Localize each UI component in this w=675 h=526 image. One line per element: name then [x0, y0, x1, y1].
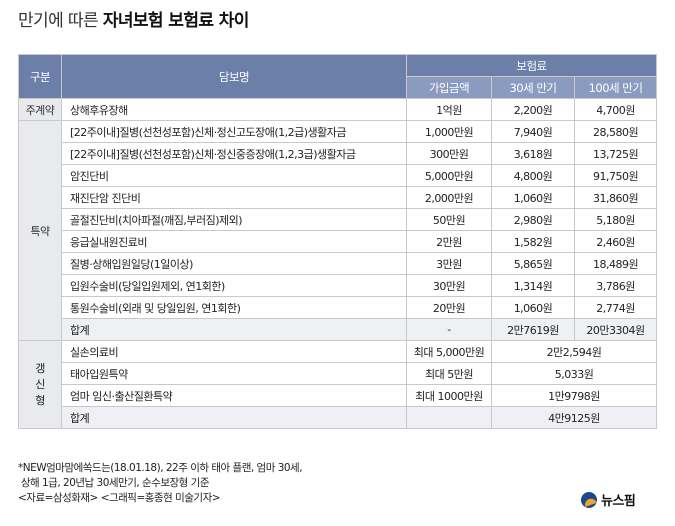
insured-amount: 300만원: [406, 142, 492, 165]
table-row: 입원수술비(당일입원제외, 연1회한) 30만원 1,314원 3,786원: [19, 274, 658, 297]
premium-30: 7,940원: [491, 120, 575, 143]
insured-amount: 50만원: [406, 208, 492, 231]
coverage-name: 상해후유장해: [61, 98, 407, 121]
coverage-name: [22주이내]질병(선천성포함)신체·정신고도장애(1,2급)생활자금: [61, 120, 407, 143]
table-row: 통원수술비(외래 및 당일입원, 연1회한) 20만원 1,060원 2,774…: [19, 296, 658, 319]
insured-amount: 2만원: [406, 230, 492, 253]
premium-100: 13,725원: [573, 142, 658, 165]
premium-table: 구분 담보명 보험료 가입금액 30세 만기 100세 만기 주계약 상해후유장…: [18, 54, 658, 429]
table-row: 응급실내원진료비 2만원 1,582원 2,460원: [19, 230, 658, 253]
special-total-row: 합계 - 2만7619원 20만3304원: [19, 318, 658, 341]
premium-30: 1,582원: [491, 230, 575, 253]
brand-logo: 뉴스핌: [581, 490, 636, 509]
insured-amount: 최대 5만원: [406, 362, 492, 385]
coverage-name: 태아입원특약: [61, 362, 407, 385]
renewable-total-row: 합계 4만9125원: [19, 406, 658, 429]
premium-30: 2,980원: [491, 208, 575, 231]
premium-100: 18,489원: [573, 252, 658, 275]
premium-100: 91,750원: [573, 164, 658, 187]
header-age100: 100세 만기: [573, 76, 658, 99]
coverage-name: 통원수술비(외래 및 당일입원, 연1회한): [61, 296, 407, 319]
total-label: 합계: [61, 318, 407, 341]
renewable-premium: 1만9798원: [490, 384, 658, 407]
premium-100: 2,460원: [573, 230, 658, 253]
header-premium: 보험료: [405, 54, 658, 77]
total-premium-100: 20만3304원: [573, 318, 658, 341]
coverage-name: 암진단비: [61, 164, 407, 187]
insured-amount: 5,000만원: [406, 164, 492, 187]
insured-amount: 1억원: [406, 98, 492, 121]
table-row: 주계약 상해후유장해 1억원 2,200원 4,700원: [18, 98, 658, 121]
coverage-name: 재진단암 진단비: [61, 186, 407, 209]
footnotes: *NEW엄마맘에쏙드는(18.01.18), 22주 이하 태아 플랜, 엄마 …: [18, 461, 303, 506]
coverage-name: 실손의료비: [61, 340, 407, 363]
total-label: 합계: [61, 406, 407, 429]
renewable-premium: 5,033원: [490, 362, 658, 385]
source-credit: <자료=삼성화재> <그래픽=홍종현 미술기자>: [18, 492, 221, 504]
insured-amount: 1,000만원: [406, 120, 492, 143]
category-special: 특약: [18, 120, 62, 341]
premium-100: 2,774원: [573, 296, 658, 319]
coverage-name: [22주이내]질병(선천성포함)신체·정신중증장애(1,2,3급)생활자금: [61, 142, 407, 165]
coverage-name: 질병·상해입원일당(1일이상): [61, 252, 407, 275]
premium-30: 1,060원: [491, 186, 575, 209]
coverage-name: 입원수술비(당일입원제외, 연1회한): [61, 274, 407, 297]
header-age30: 30세 만기: [491, 76, 575, 99]
title-light: 만기에 따른: [18, 11, 103, 31]
insured-amount: 최대 1000만원: [406, 384, 492, 407]
premium-30: 3,618원: [491, 142, 575, 165]
insured-amount: 최대 5,000만원: [406, 340, 492, 363]
page-title: 만기에 따른 자녀보험 보험료 차이: [18, 8, 249, 34]
header-category: 구분: [18, 54, 62, 99]
table-row: 엄마 임신·출산질환특약 최대 1000만원 1만9798원: [19, 384, 658, 407]
premium-30: 1,060원: [491, 296, 575, 319]
insured-amount: 2,000만원: [406, 186, 492, 209]
insured-amount: 3만원: [406, 252, 492, 275]
premium-100: 3,786원: [573, 274, 658, 297]
coverage-name: 골절진단비(치아파절(깨짐,부러짐)제외): [61, 208, 407, 231]
table-row: 태아입원특약 최대 5만원 5,033원: [19, 362, 658, 385]
brand-name: 뉴스핌: [601, 494, 636, 509]
premium-100: 5,180원: [573, 208, 658, 231]
table-row: [22주이내]질병(선천성포함)신체·정신중증장애(1,2,3급)생활자금 30…: [19, 142, 658, 165]
table-row: 재진단암 진단비 2,000만원 1,060원 31,860원: [19, 186, 658, 209]
header-coverage: 담보명: [61, 54, 407, 99]
coverage-name: 엄마 임신·출산질환특약: [61, 384, 407, 407]
insured-amount: 20만원: [406, 296, 492, 319]
renewable-total-premium: 4만9125원: [490, 406, 658, 429]
total-premium-30: 2만7619원: [491, 318, 575, 341]
premium-100: 31,860원: [573, 186, 658, 209]
title-bold: 자녀보험 보험료 차이: [102, 11, 250, 31]
premium-30: 5,865원: [491, 252, 575, 275]
newspim-logo-icon: [581, 491, 597, 508]
premium-30: 2,200원: [491, 98, 575, 121]
table-row: 암진단비 5,000만원 4,800원 91,750원: [19, 164, 658, 187]
category-main: 주계약: [18, 98, 62, 121]
total-amount-empty: [406, 406, 492, 429]
premium-100: 4,700원: [573, 98, 658, 121]
insured-amount: 30만원: [406, 274, 492, 297]
premium-30: 1,314원: [491, 274, 575, 297]
footnote-line: 상해 1급, 20년납 30세만기, 순수보장형 기준: [18, 477, 210, 489]
table-row: 특약 [22주이내]질병(선천성포함)신체·정신고도장애(1,2급)생활자금 1…: [18, 120, 658, 341]
coverage-name: 응급실내원진료비: [61, 230, 407, 253]
premium-100: 28,580원: [573, 120, 658, 143]
premium-30: 4,800원: [491, 164, 575, 187]
footnote-line: *NEW엄마맘에쏙드는(18.01.18), 22주 이하 태아 플랜, 엄마 …: [18, 462, 303, 474]
table-row: 골절진단비(치아파절(깨짐,부러짐)제외) 50만원 2,980원 5,180원: [19, 208, 658, 231]
renewable-premium: 2만2,594원: [490, 340, 658, 363]
total-amount: -: [406, 318, 492, 341]
table-row: 질병·상해입원일당(1일이상) 3만원 5,865원 18,489원: [19, 252, 658, 275]
header-insured-amount: 가입금액: [406, 76, 492, 99]
